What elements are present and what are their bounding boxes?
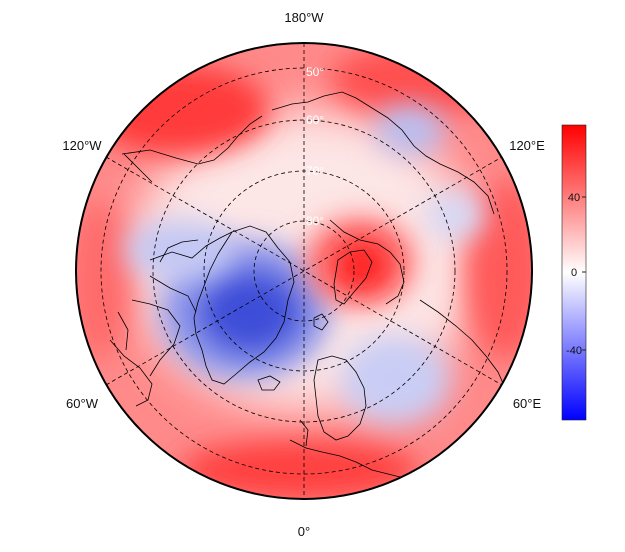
scandinavia-coast — [313, 355, 367, 441]
alaska-coast — [121, 115, 263, 183]
siberia-coast — [271, 91, 495, 215]
map-boundary — [75, 42, 533, 500]
parallel-60 — [152, 119, 456, 423]
meridian-60e-120w — [105, 156, 503, 386]
svalbard — [313, 313, 329, 331]
asia-coast — [419, 299, 507, 391]
parallel-80 — [253, 220, 355, 322]
colorbar-tick-label: 0 — [571, 267, 577, 279]
canadian-archipelago — [117, 231, 233, 377]
taymyr-coast — [329, 219, 405, 305]
iceland — [257, 375, 281, 391]
longitude-labels: 180°W 120°W 120°E 60°W 60°E 0° — [62, 10, 545, 539]
lon-label-top: 180°W — [284, 10, 324, 25]
lon-label-upper-left: 120°W — [62, 138, 102, 153]
lon-label-lower-left: 60°W — [66, 396, 99, 411]
colorbar: 40 0 -40 — [561, 124, 587, 421]
hudson-bay-coast — [109, 339, 153, 407]
lat-label-60: 60° — [306, 113, 324, 127]
colorbar-tick-label: -40 — [566, 345, 582, 357]
lat-label-70: 70° — [306, 164, 324, 178]
coastlines — [109, 91, 507, 479]
lon-label-bottom: 0° — [298, 524, 310, 539]
novaya-zemlya — [333, 249, 373, 305]
meridian-60w-120e — [105, 156, 503, 386]
lon-label-lower-right: 60°E — [513, 396, 542, 411]
colorbar-tick-label: 40 — [568, 192, 580, 204]
latitude-labels: 50° 60° 70° 80° — [306, 65, 324, 228]
greenland-coastline — [193, 225, 295, 385]
lat-label-50: 50° — [306, 65, 324, 79]
europe-coast — [289, 419, 405, 479]
lat-label-80: 80° — [306, 214, 324, 228]
graticule — [100, 43, 508, 499]
lon-label-upper-right: 120°E — [509, 138, 545, 153]
